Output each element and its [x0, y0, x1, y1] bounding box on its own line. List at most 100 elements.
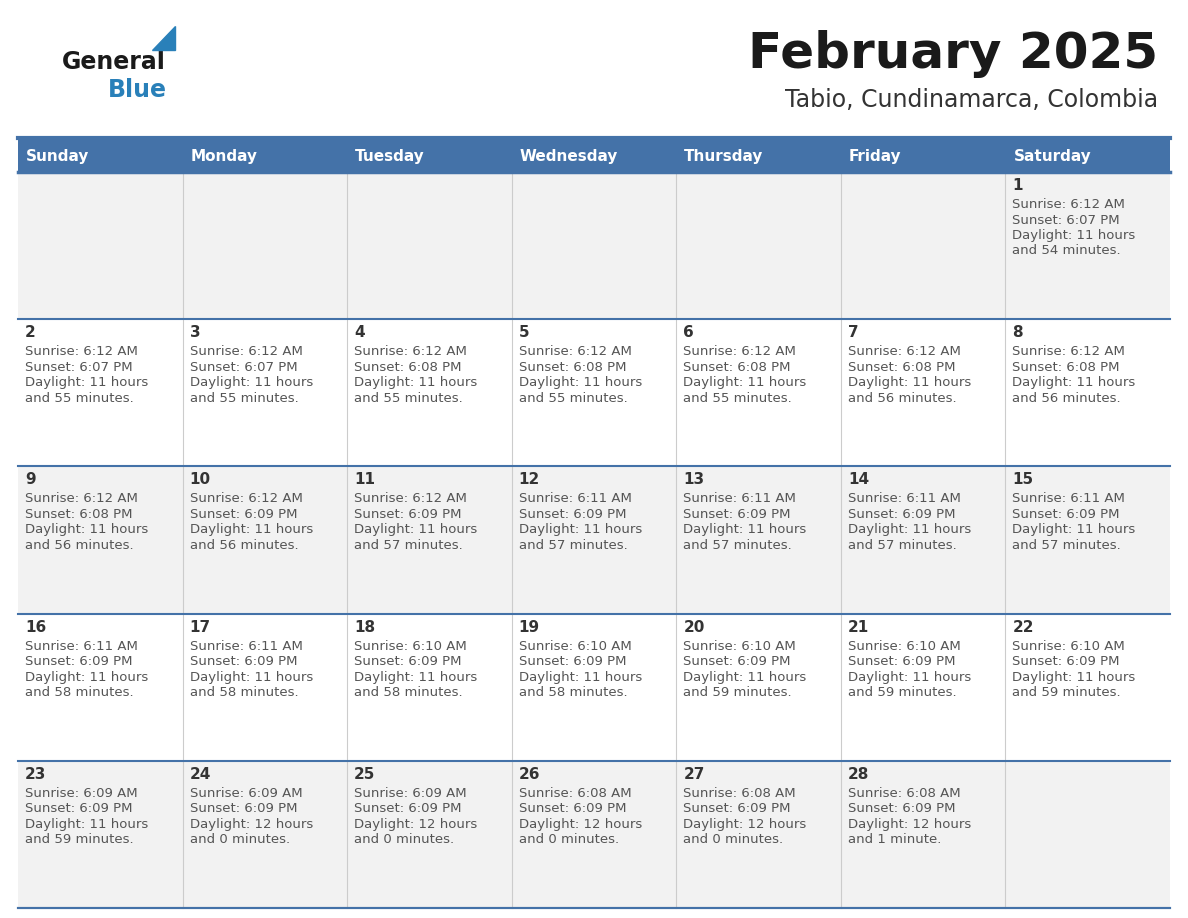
Text: Sunset: 6:08 PM: Sunset: 6:08 PM: [519, 361, 626, 374]
Text: Daylight: 11 hours: Daylight: 11 hours: [25, 818, 148, 831]
Text: Sunrise: 6:11 AM: Sunrise: 6:11 AM: [519, 492, 632, 506]
Text: Sunset: 6:09 PM: Sunset: 6:09 PM: [848, 655, 955, 668]
Text: Daylight: 12 hours: Daylight: 12 hours: [519, 818, 642, 831]
Text: Sunrise: 6:12 AM: Sunrise: 6:12 AM: [683, 345, 796, 358]
Text: Sunset: 6:09 PM: Sunset: 6:09 PM: [25, 802, 133, 815]
Text: Sunset: 6:09 PM: Sunset: 6:09 PM: [190, 802, 297, 815]
Text: Sunrise: 6:12 AM: Sunrise: 6:12 AM: [190, 492, 303, 506]
Text: Daylight: 11 hours: Daylight: 11 hours: [1012, 523, 1136, 536]
Text: 15: 15: [1012, 473, 1034, 487]
Text: Sunrise: 6:09 AM: Sunrise: 6:09 AM: [354, 787, 467, 800]
Text: and 56 minutes.: and 56 minutes.: [190, 539, 298, 552]
Text: Sunrise: 6:11 AM: Sunrise: 6:11 AM: [190, 640, 303, 653]
Bar: [18, 466, 1170, 613]
Text: Daylight: 11 hours: Daylight: 11 hours: [519, 523, 642, 536]
Bar: [18, 172, 1170, 319]
Text: Sunrise: 6:10 AM: Sunrise: 6:10 AM: [848, 640, 961, 653]
Text: Daylight: 11 hours: Daylight: 11 hours: [519, 671, 642, 684]
Text: Sunset: 6:09 PM: Sunset: 6:09 PM: [683, 508, 791, 521]
Text: and 57 minutes.: and 57 minutes.: [683, 539, 792, 552]
Text: and 56 minutes.: and 56 minutes.: [25, 539, 133, 552]
Text: 18: 18: [354, 620, 375, 634]
Text: Sunset: 6:07 PM: Sunset: 6:07 PM: [25, 361, 133, 374]
Text: 4: 4: [354, 325, 365, 341]
Text: Sunset: 6:09 PM: Sunset: 6:09 PM: [25, 655, 133, 668]
Text: Sunrise: 6:12 AM: Sunrise: 6:12 AM: [1012, 345, 1125, 358]
Text: and 58 minutes.: and 58 minutes.: [190, 686, 298, 700]
Text: and 59 minutes.: and 59 minutes.: [1012, 686, 1121, 700]
Text: Sunrise: 6:09 AM: Sunrise: 6:09 AM: [190, 787, 302, 800]
Text: Daylight: 11 hours: Daylight: 11 hours: [25, 671, 148, 684]
Text: 10: 10: [190, 473, 210, 487]
Text: 28: 28: [848, 767, 870, 782]
Text: Sunset: 6:09 PM: Sunset: 6:09 PM: [848, 802, 955, 815]
Text: 16: 16: [25, 620, 46, 634]
Text: Sunset: 6:09 PM: Sunset: 6:09 PM: [519, 655, 626, 668]
Text: Sunset: 6:09 PM: Sunset: 6:09 PM: [519, 802, 626, 815]
Text: Wednesday: Wednesday: [519, 149, 618, 163]
Bar: [18, 319, 1170, 466]
Text: Sunset: 6:08 PM: Sunset: 6:08 PM: [848, 361, 955, 374]
Text: Sunrise: 6:10 AM: Sunrise: 6:10 AM: [519, 640, 632, 653]
Text: Daylight: 11 hours: Daylight: 11 hours: [1012, 229, 1136, 242]
Text: Sunrise: 6:08 AM: Sunrise: 6:08 AM: [519, 787, 631, 800]
Text: 7: 7: [848, 325, 859, 341]
Text: Saturday: Saturday: [1013, 149, 1092, 163]
Text: Sunrise: 6:08 AM: Sunrise: 6:08 AM: [683, 787, 796, 800]
Text: Sunrise: 6:12 AM: Sunrise: 6:12 AM: [25, 345, 138, 358]
Text: and 59 minutes.: and 59 minutes.: [25, 834, 133, 846]
Text: Daylight: 12 hours: Daylight: 12 hours: [848, 818, 971, 831]
Text: Sunset: 6:09 PM: Sunset: 6:09 PM: [354, 508, 462, 521]
Text: and 1 minute.: and 1 minute.: [848, 834, 941, 846]
Text: Sunset: 6:09 PM: Sunset: 6:09 PM: [1012, 508, 1120, 521]
Text: 27: 27: [683, 767, 704, 782]
Text: 24: 24: [190, 767, 211, 782]
Text: Daylight: 11 hours: Daylight: 11 hours: [519, 376, 642, 389]
Text: Sunday: Sunday: [26, 149, 89, 163]
Text: and 55 minutes.: and 55 minutes.: [683, 392, 792, 405]
Text: Tabio, Cundinamarca, Colombia: Tabio, Cundinamarca, Colombia: [785, 88, 1158, 112]
Text: Sunrise: 6:12 AM: Sunrise: 6:12 AM: [519, 345, 632, 358]
Text: and 55 minutes.: and 55 minutes.: [354, 392, 463, 405]
Text: and 55 minutes.: and 55 minutes.: [190, 392, 298, 405]
Text: 26: 26: [519, 767, 541, 782]
Text: Sunset: 6:09 PM: Sunset: 6:09 PM: [683, 802, 791, 815]
Text: Sunrise: 6:12 AM: Sunrise: 6:12 AM: [1012, 198, 1125, 211]
Text: 20: 20: [683, 620, 704, 634]
Text: 1: 1: [1012, 178, 1023, 193]
Text: Daylight: 11 hours: Daylight: 11 hours: [848, 523, 971, 536]
Text: Daylight: 11 hours: Daylight: 11 hours: [190, 376, 312, 389]
Text: Daylight: 12 hours: Daylight: 12 hours: [683, 818, 807, 831]
Text: 3: 3: [190, 325, 201, 341]
Text: 12: 12: [519, 473, 541, 487]
Text: 25: 25: [354, 767, 375, 782]
Text: Daylight: 11 hours: Daylight: 11 hours: [354, 523, 478, 536]
Text: Daylight: 11 hours: Daylight: 11 hours: [190, 523, 312, 536]
Text: February 2025: February 2025: [748, 30, 1158, 78]
Text: Sunset: 6:09 PM: Sunset: 6:09 PM: [354, 655, 462, 668]
Text: Sunrise: 6:12 AM: Sunrise: 6:12 AM: [190, 345, 303, 358]
Text: Daylight: 11 hours: Daylight: 11 hours: [354, 376, 478, 389]
Text: Sunset: 6:08 PM: Sunset: 6:08 PM: [25, 508, 133, 521]
Text: and 55 minutes.: and 55 minutes.: [25, 392, 134, 405]
Text: and 57 minutes.: and 57 minutes.: [1012, 539, 1121, 552]
Text: Sunrise: 6:12 AM: Sunrise: 6:12 AM: [848, 345, 961, 358]
Text: 6: 6: [683, 325, 694, 341]
Text: Blue: Blue: [108, 78, 168, 102]
Text: Sunrise: 6:10 AM: Sunrise: 6:10 AM: [683, 640, 796, 653]
Text: and 56 minutes.: and 56 minutes.: [848, 392, 956, 405]
Text: 19: 19: [519, 620, 539, 634]
Text: and 57 minutes.: and 57 minutes.: [848, 539, 956, 552]
Text: Daylight: 11 hours: Daylight: 11 hours: [25, 523, 148, 536]
Text: and 57 minutes.: and 57 minutes.: [519, 539, 627, 552]
Text: Daylight: 11 hours: Daylight: 11 hours: [1012, 671, 1136, 684]
Text: Sunset: 6:08 PM: Sunset: 6:08 PM: [354, 361, 462, 374]
Text: Sunset: 6:09 PM: Sunset: 6:09 PM: [519, 508, 626, 521]
Text: Sunrise: 6:08 AM: Sunrise: 6:08 AM: [848, 787, 960, 800]
Text: Sunrise: 6:11 AM: Sunrise: 6:11 AM: [683, 492, 796, 506]
Text: 21: 21: [848, 620, 870, 634]
Text: 23: 23: [25, 767, 46, 782]
Text: Monday: Monday: [190, 149, 258, 163]
Text: Sunset: 6:09 PM: Sunset: 6:09 PM: [1012, 655, 1120, 668]
Text: Sunrise: 6:09 AM: Sunrise: 6:09 AM: [25, 787, 138, 800]
